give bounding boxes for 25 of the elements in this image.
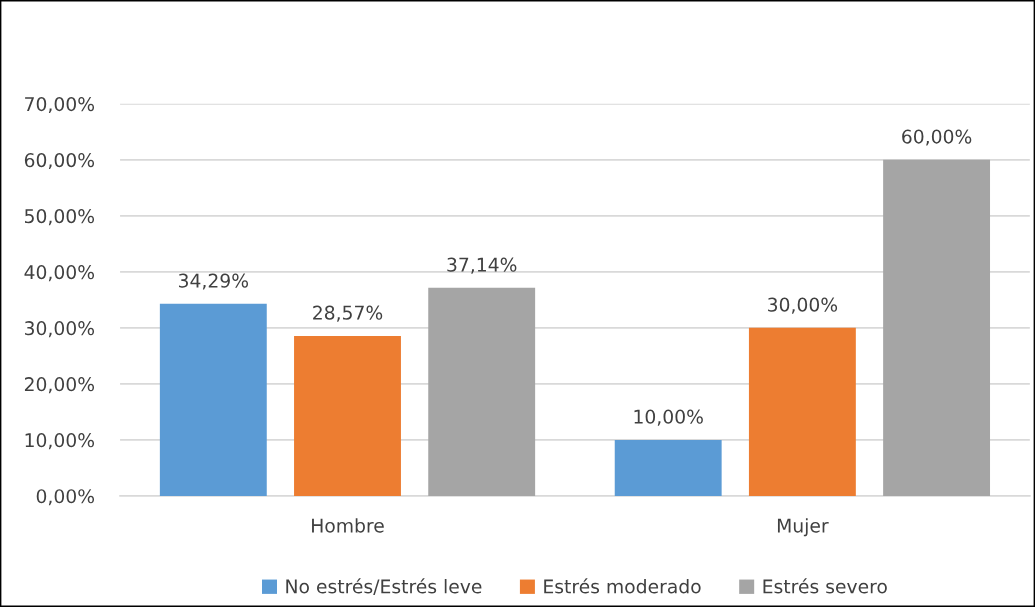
y-tick-label: 10,00% [25,433,95,450]
legend-label: Estrés severo [763,578,887,594]
y-tick-label: 60,00% [24,153,95,170]
data-label: 30,00% [768,297,838,314]
x-tick-label: Mujer [777,518,829,537]
bar [294,335,401,496]
y-tick-label: 30,00% [25,321,95,338]
bar [614,439,722,496]
y-tick-label: 70,00% [25,97,95,114]
x-tick-label: Hombre [312,518,384,533]
y-tick-label: 20,00% [24,377,95,394]
y-tick-label: 50,00% [25,209,95,226]
data-label: 37,14% [447,257,517,274]
bar [883,159,991,496]
bar [159,303,267,496]
legend-label: No estrés/Estrés leve [286,578,482,595]
bar [428,287,536,496]
data-label: 34,29% [178,273,249,290]
y-tick-label: 40,00% [24,265,95,282]
bar [748,327,856,496]
y-tick-label: 0,00% [36,489,95,506]
data-label: 60,00% [902,129,972,146]
data-label: 28,57% [313,305,383,322]
legend-label: Estrés moderado [544,578,701,594]
data-label: 10,00% [634,409,703,426]
